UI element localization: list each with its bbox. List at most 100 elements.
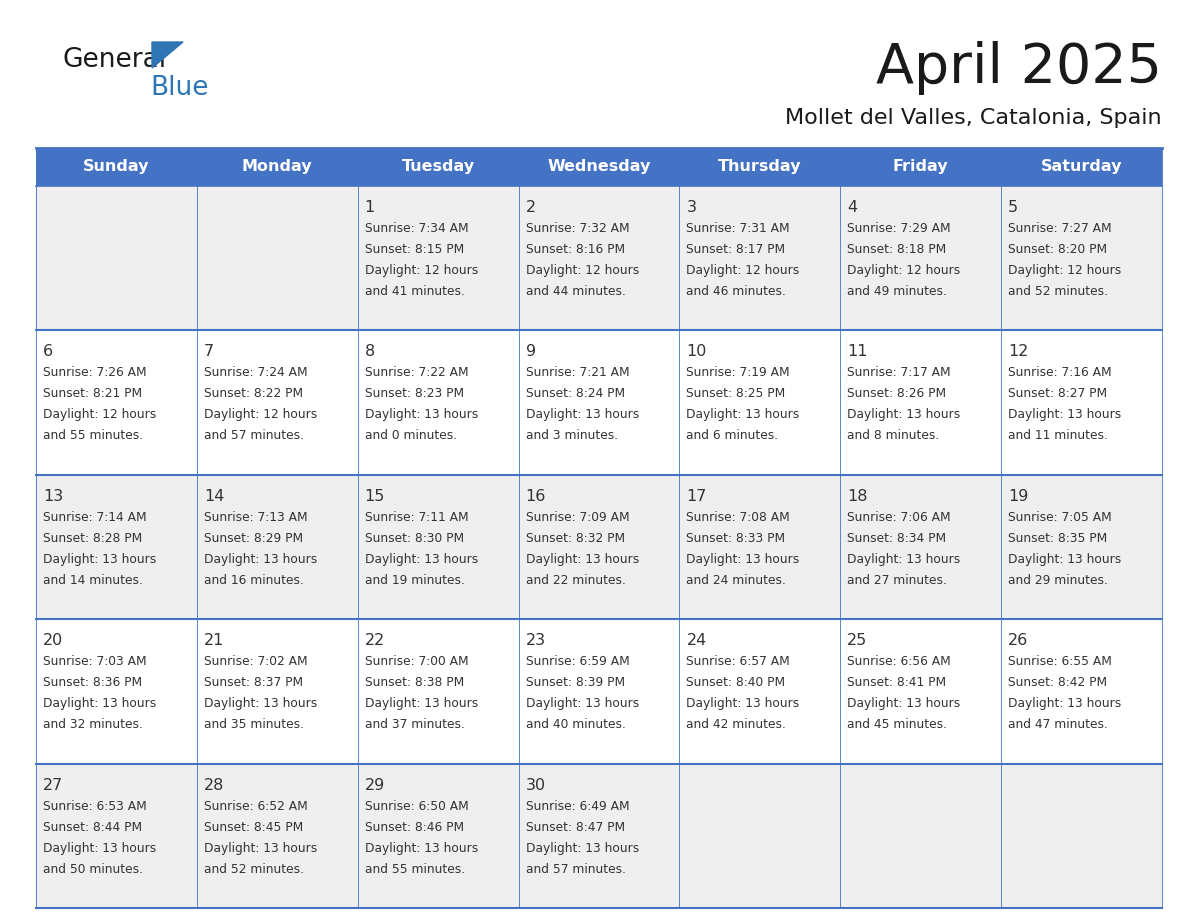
Text: Daylight: 13 hours: Daylight: 13 hours: [1009, 553, 1121, 565]
Text: Daylight: 13 hours: Daylight: 13 hours: [43, 842, 157, 855]
Text: Sunset: 8:34 PM: Sunset: 8:34 PM: [847, 532, 947, 544]
Text: Daylight: 12 hours: Daylight: 12 hours: [687, 264, 800, 277]
Text: Sunset: 8:41 PM: Sunset: 8:41 PM: [847, 677, 947, 689]
Bar: [1001, 148, 1162, 186]
Text: Sunrise: 7:26 AM: Sunrise: 7:26 AM: [43, 366, 146, 379]
Text: Sunset: 8:28 PM: Sunset: 8:28 PM: [43, 532, 143, 544]
Text: Daylight: 13 hours: Daylight: 13 hours: [365, 553, 478, 565]
Text: 29: 29: [365, 778, 385, 792]
Text: Mollet del Valles, Catalonia, Spain: Mollet del Valles, Catalonia, Spain: [785, 108, 1162, 128]
Text: Sunset: 8:20 PM: Sunset: 8:20 PM: [1009, 243, 1107, 256]
Text: Sunrise: 6:50 AM: Sunrise: 6:50 AM: [365, 800, 468, 812]
Bar: [197, 330, 358, 475]
Text: 6: 6: [43, 344, 53, 360]
Text: Sunrise: 7:09 AM: Sunrise: 7:09 AM: [525, 510, 630, 524]
Bar: [36, 330, 197, 475]
Text: Sunrise: 7:13 AM: Sunrise: 7:13 AM: [204, 510, 308, 524]
Text: General: General: [62, 47, 166, 73]
Text: Daylight: 13 hours: Daylight: 13 hours: [1009, 697, 1121, 711]
Text: Daylight: 13 hours: Daylight: 13 hours: [525, 409, 639, 421]
Text: Sunset: 8:23 PM: Sunset: 8:23 PM: [365, 387, 463, 400]
Text: 19: 19: [1009, 488, 1029, 504]
Text: Tuesday: Tuesday: [402, 160, 475, 174]
Bar: [1001, 764, 1162, 908]
Text: Daylight: 13 hours: Daylight: 13 hours: [204, 553, 317, 565]
Text: Sunset: 8:29 PM: Sunset: 8:29 PM: [204, 532, 303, 544]
Text: 5: 5: [1009, 200, 1018, 215]
Text: 24: 24: [687, 633, 707, 648]
Bar: [519, 148, 680, 186]
Text: Sunrise: 7:17 AM: Sunrise: 7:17 AM: [847, 366, 950, 379]
Text: Sunrise: 6:56 AM: Sunrise: 6:56 AM: [847, 655, 952, 668]
Text: Daylight: 12 hours: Daylight: 12 hours: [43, 409, 157, 421]
Text: and 44 minutes.: and 44 minutes.: [525, 285, 625, 298]
Text: Daylight: 13 hours: Daylight: 13 hours: [847, 697, 961, 711]
Text: Daylight: 13 hours: Daylight: 13 hours: [43, 697, 157, 711]
Text: Daylight: 13 hours: Daylight: 13 hours: [687, 553, 800, 565]
Text: Sunrise: 7:34 AM: Sunrise: 7:34 AM: [365, 222, 468, 235]
Text: 1: 1: [365, 200, 375, 215]
Bar: [1001, 475, 1162, 620]
Text: Daylight: 12 hours: Daylight: 12 hours: [525, 264, 639, 277]
Bar: [358, 330, 519, 475]
Text: Daylight: 13 hours: Daylight: 13 hours: [204, 697, 317, 711]
Text: 17: 17: [687, 488, 707, 504]
Text: 16: 16: [525, 488, 546, 504]
Bar: [680, 764, 840, 908]
Text: Sunrise: 7:27 AM: Sunrise: 7:27 AM: [1009, 222, 1112, 235]
Text: Daylight: 13 hours: Daylight: 13 hours: [525, 842, 639, 855]
Text: Sunset: 8:21 PM: Sunset: 8:21 PM: [43, 387, 143, 400]
Text: 7: 7: [204, 344, 214, 360]
Bar: [197, 148, 358, 186]
Text: Sunrise: 7:24 AM: Sunrise: 7:24 AM: [204, 366, 308, 379]
Text: Sunset: 8:27 PM: Sunset: 8:27 PM: [1009, 387, 1107, 400]
Text: 2: 2: [525, 200, 536, 215]
Text: 13: 13: [43, 488, 63, 504]
Bar: [358, 186, 519, 330]
Text: and 27 minutes.: and 27 minutes.: [847, 574, 947, 587]
Text: Sunrise: 7:03 AM: Sunrise: 7:03 AM: [43, 655, 146, 668]
Bar: [36, 764, 197, 908]
Text: Sunrise: 7:08 AM: Sunrise: 7:08 AM: [687, 510, 790, 524]
Text: Daylight: 12 hours: Daylight: 12 hours: [204, 409, 317, 421]
Bar: [680, 620, 840, 764]
Text: Sunset: 8:17 PM: Sunset: 8:17 PM: [687, 243, 785, 256]
Text: Sunset: 8:25 PM: Sunset: 8:25 PM: [687, 387, 785, 400]
Text: Saturday: Saturday: [1041, 160, 1123, 174]
Text: and 35 minutes.: and 35 minutes.: [204, 718, 304, 732]
Text: Sunset: 8:18 PM: Sunset: 8:18 PM: [847, 243, 947, 256]
Bar: [840, 186, 1001, 330]
Text: Sunset: 8:22 PM: Sunset: 8:22 PM: [204, 387, 303, 400]
Bar: [840, 148, 1001, 186]
Text: 8: 8: [365, 344, 375, 360]
Text: Sunset: 8:33 PM: Sunset: 8:33 PM: [687, 532, 785, 544]
Text: and 24 minutes.: and 24 minutes.: [687, 574, 786, 587]
Text: Sunset: 8:39 PM: Sunset: 8:39 PM: [525, 677, 625, 689]
Bar: [840, 764, 1001, 908]
Text: Sunset: 8:32 PM: Sunset: 8:32 PM: [525, 532, 625, 544]
Bar: [197, 620, 358, 764]
Text: Sunset: 8:35 PM: Sunset: 8:35 PM: [1009, 532, 1107, 544]
Text: Blue: Blue: [150, 75, 209, 101]
Text: Sunrise: 6:53 AM: Sunrise: 6:53 AM: [43, 800, 147, 812]
Text: Sunset: 8:37 PM: Sunset: 8:37 PM: [204, 677, 303, 689]
Text: 18: 18: [847, 488, 867, 504]
Text: Sunrise: 6:52 AM: Sunrise: 6:52 AM: [204, 800, 308, 812]
Bar: [197, 475, 358, 620]
Bar: [36, 475, 197, 620]
Text: and 57 minutes.: and 57 minutes.: [525, 863, 626, 876]
Bar: [519, 186, 680, 330]
Text: and 55 minutes.: and 55 minutes.: [43, 430, 143, 442]
Bar: [680, 475, 840, 620]
Bar: [358, 764, 519, 908]
Bar: [519, 475, 680, 620]
Bar: [519, 764, 680, 908]
Text: and 0 minutes.: and 0 minutes.: [365, 430, 457, 442]
Text: 30: 30: [525, 778, 545, 792]
Text: 28: 28: [204, 778, 225, 792]
Text: and 11 minutes.: and 11 minutes.: [1009, 430, 1108, 442]
Text: Sunrise: 7:19 AM: Sunrise: 7:19 AM: [687, 366, 790, 379]
Text: and 50 minutes.: and 50 minutes.: [43, 863, 143, 876]
Text: 26: 26: [1009, 633, 1029, 648]
Text: 3: 3: [687, 200, 696, 215]
